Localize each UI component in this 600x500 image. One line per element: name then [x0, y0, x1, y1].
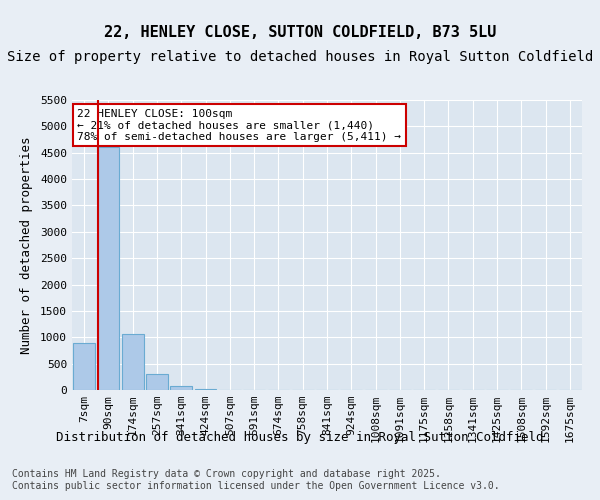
- Bar: [194, 388, 217, 390]
- Bar: [73, 342, 95, 390]
- Bar: [97, 148, 119, 390]
- Bar: [170, 386, 192, 390]
- Bar: [122, 334, 143, 390]
- Y-axis label: Number of detached properties: Number of detached properties: [20, 136, 33, 354]
- Text: Size of property relative to detached houses in Royal Sutton Coldfield: Size of property relative to detached ho…: [7, 50, 593, 64]
- Text: Distribution of detached houses by size in Royal Sutton Coldfield: Distribution of detached houses by size …: [56, 431, 544, 444]
- Text: 22, HENLEY CLOSE, SUTTON COLDFIELD, B73 5LU: 22, HENLEY CLOSE, SUTTON COLDFIELD, B73 …: [104, 25, 496, 40]
- Text: 22 HENLEY CLOSE: 100sqm
← 21% of detached houses are smaller (1,440)
78% of semi: 22 HENLEY CLOSE: 100sqm ← 21% of detache…: [77, 108, 401, 142]
- Bar: [146, 374, 168, 390]
- Text: Contains HM Land Registry data © Crown copyright and database right 2025.
Contai: Contains HM Land Registry data © Crown c…: [12, 469, 500, 491]
